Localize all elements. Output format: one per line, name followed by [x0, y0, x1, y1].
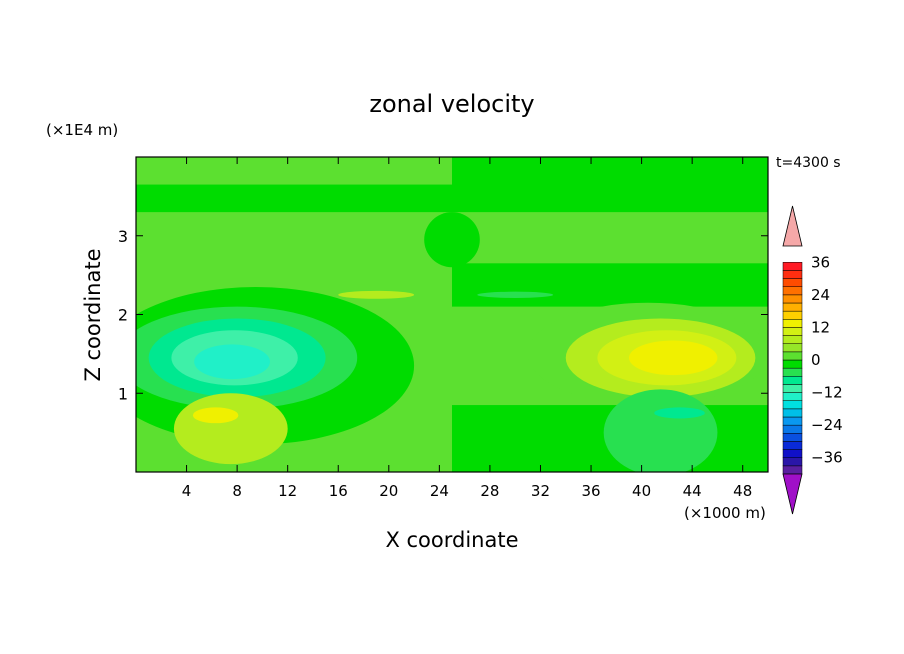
colorbar-tick-label: 0 [811, 351, 821, 369]
colorbar-swatch [782, 449, 803, 458]
colorbar-tick-label: 24 [811, 286, 830, 304]
colorbar-swatch [782, 408, 803, 418]
contour-region-19 [654, 407, 705, 419]
colorbar-swatch [782, 400, 803, 410]
y-axis-label: Z coordinate [81, 248, 105, 381]
colorbar-under-triangle [782, 473, 803, 515]
x-tick-label: 4 [182, 482, 192, 500]
colorbar-tick-label: 12 [811, 318, 830, 336]
contour-region-13 [192, 407, 239, 424]
contour-region-17 [628, 340, 718, 376]
contour-region-2 [136, 184, 452, 213]
colorbar-swatch [782, 335, 803, 344]
colorbar-swatch [782, 286, 803, 296]
contour-region-3 [452, 212, 768, 264]
x-tick-label: 40 [632, 482, 651, 500]
colorbar-swatch [782, 310, 803, 320]
x-tick-label: 8 [232, 482, 242, 500]
time-label: t=4300 s [776, 155, 841, 171]
contour-region-18 [603, 389, 718, 472]
colorbar-swatch [782, 465, 803, 475]
x-tick-label: 12 [278, 482, 297, 500]
colorbar-swatch [782, 343, 803, 353]
colorbar-swatch [782, 392, 803, 401]
colorbar-swatch [782, 278, 803, 287]
colorbar-swatch [782, 367, 803, 377]
x-tick-label: 16 [329, 482, 348, 500]
colorbar-swatch [782, 416, 803, 426]
y-tick-label: 3 [118, 227, 128, 246]
colorbar-swatch [782, 441, 803, 450]
colorbar-swatch [782, 302, 803, 312]
chart-title: zonal velocity [369, 90, 534, 118]
contour-region-20 [338, 290, 415, 299]
y-tick-label: 2 [118, 306, 128, 325]
x-tick-label: 44 [683, 482, 702, 500]
x-tick-label: 28 [480, 482, 499, 500]
colorbar-over-triangle [782, 205, 803, 247]
colorbar-swatch [782, 351, 803, 361]
colorbar-swatch [782, 359, 803, 369]
y-unit-label: (×1E4 m) [46, 121, 118, 139]
colorbar-swatch [782, 424, 803, 434]
colorbar-swatch [782, 319, 803, 328]
colorbar-swatch [782, 294, 803, 304]
colorbar-tick-label: 36 [811, 253, 830, 271]
x-tick-label: 36 [581, 482, 600, 500]
x-axis-label: X coordinate [385, 528, 518, 552]
plot-area [136, 157, 768, 472]
x-unit-label: (×1000 m) [684, 504, 766, 522]
colorbar-swatch [782, 433, 803, 442]
colorbar-swatch [782, 457, 803, 467]
colorbar-swatch [782, 262, 803, 271]
contour-region-11 [194, 344, 270, 380]
x-tick-label: 20 [379, 482, 398, 500]
colorbar-swatch [782, 384, 803, 393]
contour-region-6 [424, 212, 480, 268]
x-tick-label: 32 [531, 482, 550, 500]
colorbar-tick-label: −12 [811, 384, 843, 402]
y-tick-label: 1 [118, 384, 128, 403]
x-tick-label: 48 [733, 482, 752, 500]
contour-region-12 [173, 393, 288, 465]
contour-field [136, 157, 768, 472]
colorbar: 36 24 12 0 −12 −24 −36 [782, 205, 843, 515]
colorbar-swatch [782, 327, 803, 336]
colorbar-swatch [782, 376, 803, 385]
colorbar-tick-label: −36 [811, 449, 843, 467]
contour-region-21 [477, 291, 554, 298]
y-axis: 1 2 3 [118, 227, 768, 403]
x-tick-label: 24 [430, 482, 449, 500]
x-axis: 4 8 12 16 20 24 28 32 36 40 44 48 [182, 157, 752, 500]
colorbar-swatch [782, 270, 803, 279]
colorbar-tick-label: −24 [811, 416, 843, 434]
